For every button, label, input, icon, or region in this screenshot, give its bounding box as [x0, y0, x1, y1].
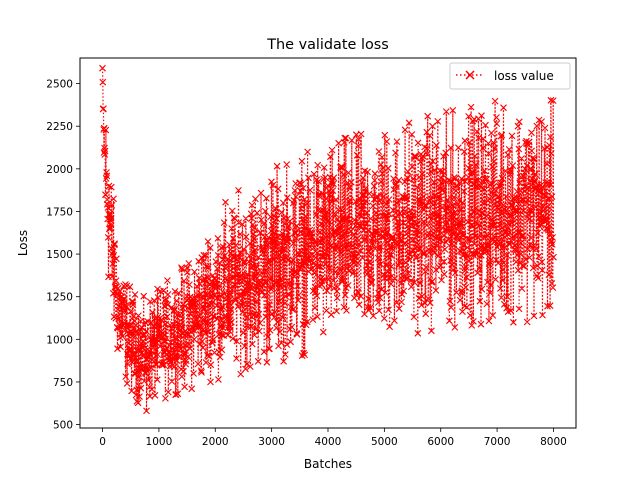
y-tick-label: 1500: [46, 249, 73, 261]
series-layer: [99, 64, 557, 415]
y-tick-label: 2500: [46, 79, 73, 91]
legend-label: loss value: [494, 69, 554, 83]
y-tick-label: 500: [53, 420, 73, 432]
legend: loss value: [449, 62, 571, 90]
y-axis-ticks: 500 750 1000 1250 1500 1750 2000 2250 2500: [46, 79, 80, 432]
x-tick-label: 6000: [427, 436, 454, 448]
loss-series-markers: [99, 64, 557, 415]
y-tick-label: 2250: [46, 121, 73, 133]
y-tick-label: 1000: [46, 334, 73, 346]
chart-title: The validate loss: [266, 37, 389, 53]
y-tick-label: 750: [53, 377, 73, 389]
y-tick-label: 1750: [46, 206, 73, 218]
y-tick-label: 1250: [46, 292, 73, 304]
x-tick-label: 5000: [371, 436, 398, 448]
x-tick-label: 4000: [315, 436, 342, 448]
x-tick-label: 7000: [484, 436, 511, 448]
x-tick-label: 8000: [540, 436, 567, 448]
y-axis-label: Loss: [16, 230, 30, 256]
x-tick-label: 2000: [202, 436, 229, 448]
x-tick-label: 0: [99, 436, 106, 448]
x-axis-ticks: 0 1000 2000 3000 4000 5000 6000 7000 8000: [99, 428, 567, 448]
x-axis-label: Batches: [304, 457, 352, 471]
x-tick-label: 3000: [258, 436, 285, 448]
legend-marker-x: [465, 70, 475, 80]
x-tick-label: 1000: [146, 436, 173, 448]
y-tick-label: 2000: [46, 164, 73, 176]
legend-box: [449, 62, 571, 90]
